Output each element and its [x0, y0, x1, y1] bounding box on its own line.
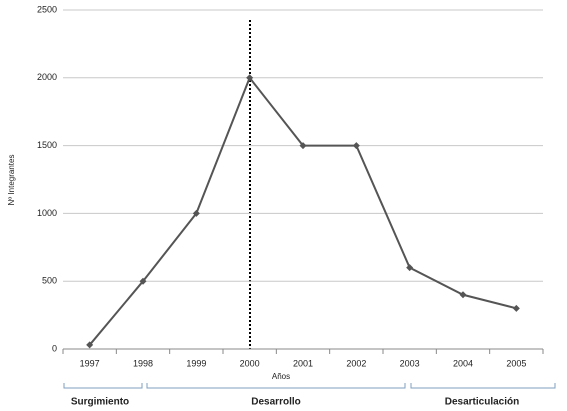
x-tick-label: 2001: [293, 358, 313, 368]
phase-label: Desarrollo: [251, 397, 300, 408]
point: [246, 74, 254, 82]
y-tick-label: 1500: [37, 140, 57, 150]
point: [299, 142, 307, 150]
point: [192, 209, 200, 217]
point: [352, 142, 360, 150]
phase-bracket: [410, 383, 556, 389]
x-tick-label: 2000: [240, 358, 260, 368]
y-tick-label: 500: [42, 276, 57, 286]
x-tick-label: 1997: [80, 358, 100, 368]
x-tick-label: 2002: [346, 358, 366, 368]
point: [86, 341, 94, 349]
y-tick-label: 2000: [37, 72, 57, 82]
point: [406, 264, 414, 272]
point: [139, 277, 147, 285]
y-axis-label: Nº Integrantes: [7, 155, 16, 206]
y-tick-label: 0: [52, 343, 57, 353]
point: [459, 291, 467, 299]
phase-bracket: [146, 383, 406, 389]
line: [88, 75, 517, 346]
x-tick-label: 2005: [506, 358, 526, 368]
x-tick-label: 2004: [453, 358, 473, 368]
x-tick-label: 1998: [133, 358, 153, 368]
x-axis-label: Años: [272, 372, 290, 381]
y-tick-label: 1000: [37, 208, 57, 218]
x-tick-label: 2003: [400, 358, 420, 368]
y-tick-label: 2500: [37, 4, 57, 14]
phase-bracket: [63, 383, 143, 389]
phase-label: Desarticulación: [445, 397, 519, 408]
point: [512, 304, 520, 312]
phase-label: Surgimiento: [71, 397, 129, 408]
x-tick-label: 1999: [186, 358, 206, 368]
